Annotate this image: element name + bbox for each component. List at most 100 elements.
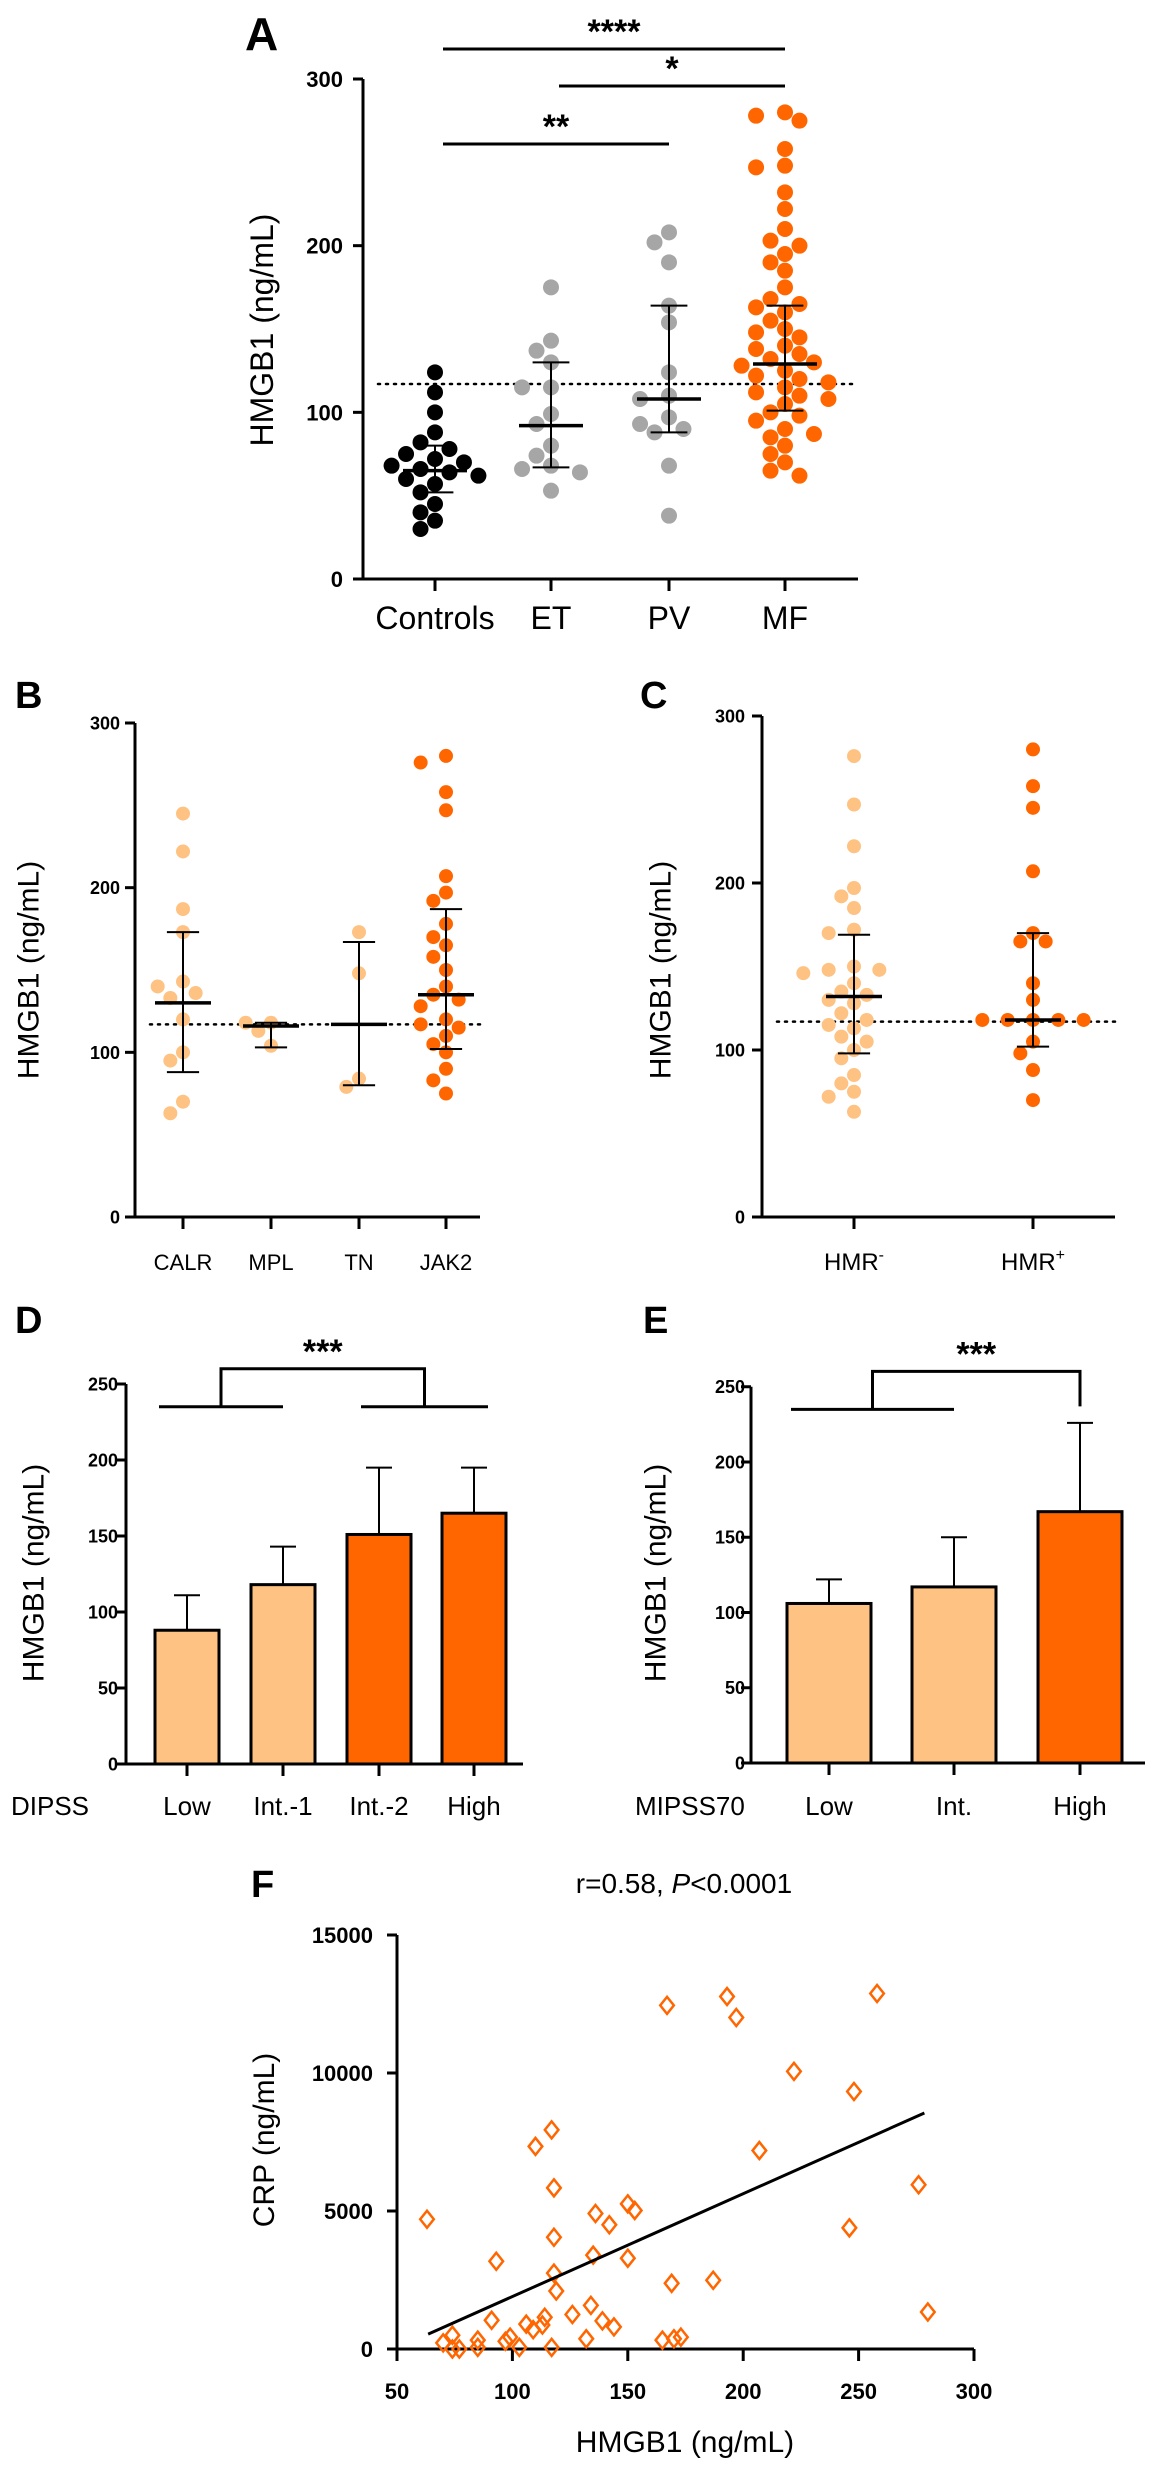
data-point [859, 1034, 874, 1049]
data-point [1038, 934, 1053, 949]
data-point [762, 291, 779, 307]
significance-label: *** [303, 1333, 343, 1371]
panel-F: 0 5000 10000 15000 50 100 150 200 250 300 HMGB1 (n… [248, 1864, 992, 2459]
data-point [847, 901, 861, 916]
data-point [383, 457, 400, 474]
data-point [1026, 800, 1040, 815]
data-point [791, 387, 808, 404]
data-point [163, 1106, 178, 1121]
data-point [1026, 779, 1040, 794]
data-point [762, 254, 779, 271]
data-point [748, 299, 765, 316]
x-tick-label: JAK2 [420, 1250, 473, 1275]
x-tick-label: HMR+ [1001, 1247, 1065, 1276]
data-point [426, 930, 441, 945]
data-point [777, 184, 793, 201]
data-point [672, 2326, 690, 2348]
data-point [748, 367, 765, 384]
data-point [1076, 1012, 1091, 1027]
data-point [528, 342, 545, 359]
data-point [163, 1053, 178, 1068]
data-point [543, 332, 559, 349]
data-point [339, 1079, 354, 1094]
y-tick-label: 200 [715, 873, 745, 893]
data-point [847, 1084, 861, 1099]
y-tick-label: 15000 [312, 1923, 373, 1948]
x-tick-label: Low [163, 1791, 211, 1821]
superscript: - [879, 1247, 884, 1264]
data-point [748, 412, 765, 429]
data-point [412, 521, 429, 537]
panel-D: 0 50 100 150 200 250 Low Int.-1 Int.-2 High HMGB1 … [11, 1300, 523, 1821]
data-point [1026, 1063, 1040, 1078]
data-point [661, 224, 677, 241]
data-point [820, 391, 837, 407]
data-point [777, 437, 793, 454]
data-point [545, 2177, 563, 2199]
data-point [834, 1029, 849, 1044]
data-point [439, 869, 453, 884]
x-tick-label: Int. [936, 1791, 972, 1821]
x-axis-title: HMGB1 (ng/mL) [576, 2426, 794, 2459]
x-tick-label: MPL [248, 1250, 293, 1275]
data-point [501, 2326, 519, 2348]
data-point [571, 464, 588, 481]
x-tick-label: HMR- [824, 1247, 884, 1276]
x-tick-label: TN [344, 1250, 373, 1275]
x-tick-label: 150 [609, 2379, 646, 2404]
data-point [762, 446, 779, 462]
data-point [398, 446, 415, 462]
data-point [487, 2250, 505, 2272]
data-point [762, 232, 779, 249]
x-group-label: DIPSS [11, 1791, 89, 1821]
y-tick-label: 50 [725, 1678, 745, 1698]
data-point [426, 893, 441, 908]
y-tick-label: 300 [715, 706, 745, 726]
data-point [762, 429, 779, 446]
data-point [777, 221, 793, 237]
significance-label: * [665, 50, 679, 88]
significance-label: ** [543, 108, 570, 146]
data-point [176, 806, 190, 821]
data-point [919, 2301, 937, 2323]
data-point [661, 254, 677, 271]
data-point [517, 2313, 535, 2335]
data-point [777, 201, 793, 217]
y-tick-label: 250 [715, 1377, 745, 1397]
data-point [536, 2306, 554, 2328]
data-point [777, 262, 793, 279]
data-point [791, 346, 808, 362]
data-point [665, 2328, 683, 2350]
data-point [577, 2328, 595, 2350]
y-axis-title: HMGB1 (ng/mL) [244, 214, 280, 447]
data-point [910, 2174, 928, 2196]
significance-bracket [871, 1369, 1082, 1410]
data-point [510, 2336, 528, 2358]
y-axis-title: HMGB1 (ng/mL) [645, 861, 678, 1079]
y-tick-label: 150 [715, 1528, 745, 1548]
panel-E: 0 50 100 150 200 250 Low Int. High HMGB1 (ng/mL) E… [635, 1300, 1145, 1821]
data-point [834, 1076, 849, 1091]
data-point [514, 461, 531, 477]
data-point [427, 364, 443, 381]
bar [785, 1601, 873, 1765]
data-point [426, 1073, 441, 1088]
bar [440, 1511, 508, 1766]
data-point [762, 312, 779, 329]
data-point [791, 329, 808, 346]
data-point [791, 237, 808, 254]
data-point [176, 902, 190, 917]
y-axis-title: CRP (ng/mL) [248, 2053, 281, 2228]
bar [910, 1585, 998, 1765]
data-point [582, 2294, 600, 2316]
data-point [777, 279, 793, 296]
y-tick-label: 5000 [324, 2199, 373, 2224]
data-point [748, 324, 765, 341]
significance-label: *** [956, 1335, 996, 1373]
data-point [450, 2338, 468, 2360]
x-tick-label: CALR [154, 1250, 213, 1275]
data-point [483, 2309, 501, 2331]
data-point [704, 2269, 722, 2291]
